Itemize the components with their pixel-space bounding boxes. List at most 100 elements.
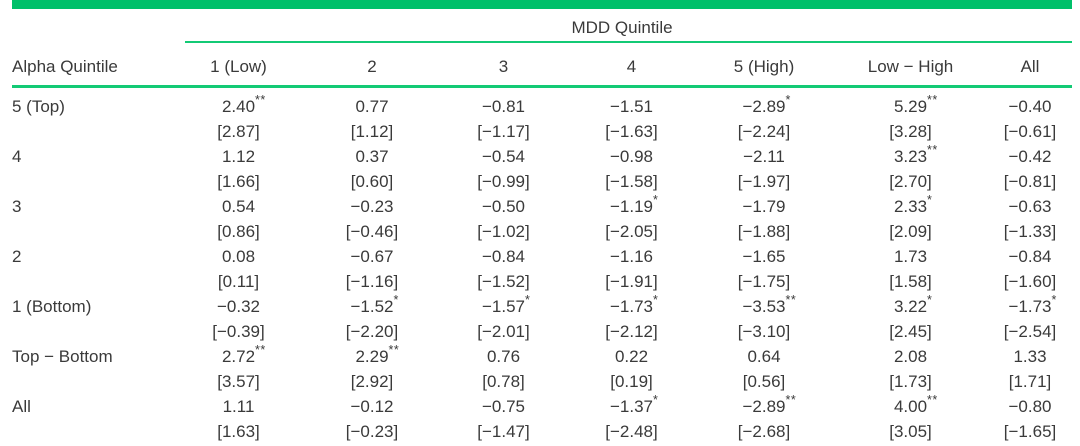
estimate-cell: 5.29 ** [833,87,988,120]
tstat-cell: [2.09] [889,222,932,241]
estimate-value-wrap: −1.73 * [1009,293,1057,319]
table-top-rule [12,0,1072,9]
row-label: 5 (Top) [12,97,65,116]
estimate-cell: 0.77 [305,87,439,120]
estimate-value: −1.19 [609,197,653,216]
estimate-cell: 2.08 [833,344,988,369]
estimate-value: 0.22 [614,347,649,366]
estimate-value-wrap: −0.40 [1009,94,1052,119]
estimate-value-wrap: −0.75 [482,394,525,419]
tstat-cell: [−0.99] [477,172,530,191]
tstat-cell: [−2.05] [605,222,658,241]
estimate-value: −0.84 [1008,247,1052,266]
significance-stars: * [927,193,933,207]
estimate-cell: −0.23 [305,194,439,219]
estimate-value: −0.54 [481,147,525,166]
estimate-value: 4.00 [893,397,928,416]
estimate-cell: −0.32 [172,294,305,319]
tstat-cell: [2.92] [350,372,394,391]
tstat-cell: [−2.68] [737,422,791,441]
tstat-cell: [2.87] [217,122,260,141]
estimate-value: −0.81 [481,97,525,116]
tstat-cell: [−2.01] [477,322,530,341]
estimate-value-wrap: −0.32 [217,294,260,319]
tstat-cell: [0.11] [217,272,260,291]
estimate-cell: −1.65 [695,244,833,269]
estimate-value: −0.75 [481,397,525,416]
estimate-value-wrap: −1.52 * [350,293,398,319]
row-label: 1 (Bottom) [12,297,92,316]
estimate-cell: 4.00 ** [833,393,988,419]
tstat-cell: [0.86] [217,222,260,241]
estimate-value: −1.52 [350,297,394,316]
estimate-cell: −3.53 ** [695,293,833,319]
estimate-value: 1.73 [893,247,928,266]
tstat-cell: [2.70] [889,172,932,191]
estimate-value: 1.11 [222,397,255,416]
estimate-value-wrap: −1.65 [742,244,785,269]
estimate-cell: −0.54 [439,144,568,169]
estimate-row: 4 1.12 0.37 −0.54 −0.98 −2.11 3.23 ** −0.42 [12,143,1072,169]
estimate-value-wrap: −0.42 [1009,144,1052,169]
estimate-row: 1 (Bottom) −0.32 −1.52 * −1.57 * −1.73 * −3.53 **… [12,293,1072,319]
tstat-cell: [−1.75] [737,272,791,291]
estimate-cell: −0.63 [988,194,1072,219]
table-body: 5 (Top) 2.40 ** 0.77 −0.81 −1.51 −2.89 * 5.29 ** −… [12,87,1072,445]
estimate-value-wrap: −1.51 [610,94,653,119]
estimate-cell: 2.72 ** [172,343,305,369]
significance-stars: ** [927,393,938,407]
estimate-value-wrap: 0.54 [222,194,255,219]
estimate-value-wrap: 1.73 [894,244,927,269]
estimate-cell: −1.16 [568,244,695,269]
estimate-value-wrap: −1.79 [742,194,785,219]
column-header-5-high: 5 (High) [695,43,833,88]
row-label: All [12,397,31,416]
estimate-cell: −1.37 * [568,393,695,419]
estimate-value: 0.54 [221,197,256,216]
estimate-value-wrap: −2.89 ** [742,393,795,419]
estimate-value: −0.80 [1008,397,1052,416]
estimate-cell: 0.22 [568,344,695,369]
estimate-cell: −1.73 * [568,293,695,319]
estimate-row: All 1.11 −0.12 −0.75 −1.37 * −2.89 ** 4.00 ** −0.8… [12,393,1072,419]
group-header-cell: MDD Quintile [172,9,1073,43]
estimate-cell: 1.73 [833,244,988,269]
column-header-alpha-quintile: Alpha Quintile [12,43,172,88]
significance-stars: ** [927,93,938,107]
group-header-row: MDD Quintile [12,9,1073,43]
estimate-value: 0.37 [355,147,389,166]
estimate-value: −0.40 [1008,97,1052,116]
estimate-value-wrap: 5.29 ** [893,93,937,119]
row-label-spacer [12,369,172,394]
tstat-cell: [−1.17] [477,122,530,141]
estimate-value-wrap: −3.53 ** [742,293,795,319]
estimate-value: 0.76 [486,347,521,366]
estimate-value-wrap: 0.37 [355,144,388,169]
estimate-value: −0.67 [350,247,394,266]
estimate-value-wrap: −1.19 * [609,193,658,219]
estimate-cell: −2.11 [695,144,833,169]
estimate-value-wrap: −0.67 [350,244,393,269]
estimate-value-wrap: −0.23 [350,194,393,219]
estimate-value: −0.84 [481,247,525,266]
tstat-cell: [−2.24] [737,122,791,141]
column-header-3: 3 [439,43,568,88]
column-header-4: 4 [568,43,695,88]
tstat-cell: [1.12] [350,122,394,141]
estimate-value: 5.29 [893,97,928,116]
estimate-value: 2.33 [893,197,928,216]
row-label-spacer [12,319,172,344]
estimate-value-wrap: 1.12 [222,144,255,169]
estimate-value-wrap: −0.98 [610,144,653,169]
row-label: 3 [12,197,22,216]
estimate-cell: −0.12 [305,394,439,419]
estimate-cell: −0.67 [305,244,439,269]
column-header-1-low: 1 (Low) [172,43,305,88]
estimate-cell: 0.37 [305,144,439,169]
significance-stars: ** [388,343,400,357]
row-label: 4 [12,147,22,166]
estimate-value: −0.12 [350,397,394,416]
estimate-cell: −1.19 * [568,193,695,219]
tstat-cell: [0.56] [742,372,786,391]
estimate-value-wrap: −0.84 [1009,244,1052,269]
